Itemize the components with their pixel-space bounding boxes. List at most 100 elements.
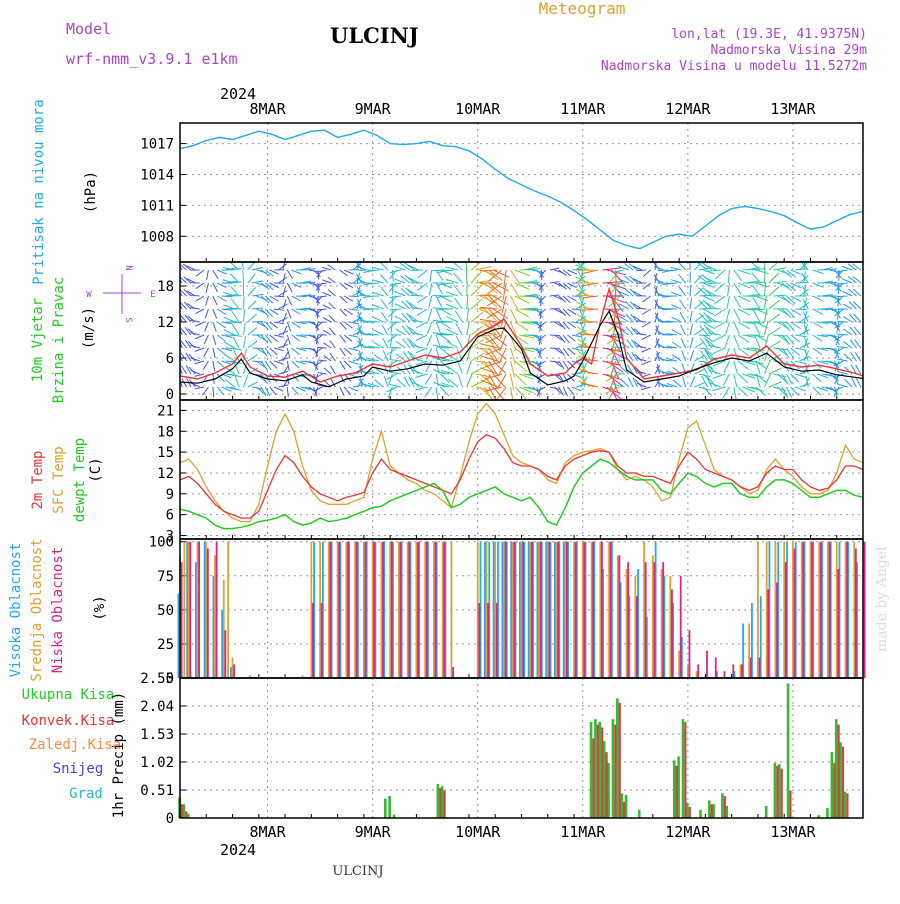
wind-arrow [694, 342, 704, 348]
y-tick-label: 6 [166, 508, 174, 524]
precip-label-4: Snijeg [53, 761, 104, 777]
low-cloud-bar [820, 542, 822, 678]
low-cloud-bar [356, 542, 358, 678]
wind-arrow [233, 337, 239, 348]
wind-arrow [708, 270, 721, 271]
wind-arrow [764, 374, 770, 387]
low-cloud-bar [645, 562, 647, 678]
wind-arrow [270, 270, 279, 274]
convective-rain-bar [597, 725, 599, 818]
wind-arrow [349, 309, 359, 310]
wind-arrow [764, 295, 766, 309]
mid-cloud-bar [521, 542, 523, 678]
wind-arrow [206, 283, 208, 293]
mid-cloud-bar [538, 542, 540, 678]
wind-arrow [261, 270, 270, 276]
wind-arrow [428, 309, 432, 321]
wind-arrow [418, 270, 428, 278]
wind-arrow [190, 295, 200, 296]
wind-arrow [195, 335, 204, 339]
wind-arrow [715, 296, 726, 304]
wind-arrow [283, 313, 287, 322]
low-cloud-bar [601, 542, 603, 678]
wind-arrow [243, 375, 247, 387]
wind-arrow [441, 322, 451, 329]
wind-arrow [455, 311, 462, 322]
y-tick-label: 75 [157, 569, 174, 585]
wind-arrow [213, 335, 216, 345]
wind-arrow [330, 366, 335, 374]
low-cloud-bar [583, 542, 585, 678]
wind-arrow [795, 335, 807, 337]
convective-rain-bar [181, 804, 183, 818]
model-elevation-text: Nadmorska Visina u modelu 11.5272m [601, 59, 867, 74]
wind-arrow [217, 270, 227, 274]
low-cloud-bar [785, 562, 787, 678]
wind-arrow [511, 283, 520, 297]
wind-arrow [427, 335, 432, 346]
wind-arrow [441, 387, 449, 396]
wind-arrow [392, 309, 393, 320]
wind-arrow [425, 374, 431, 385]
wind-arrow [287, 296, 291, 305]
wind-arrow [769, 314, 780, 322]
wind-arrow [405, 288, 414, 296]
wind-arrow [248, 314, 257, 322]
compass-s: S [123, 317, 133, 322]
mid-cloud-bar [582, 542, 584, 678]
wind-arrow [270, 283, 279, 288]
y-tick-label: 2.55 [140, 671, 174, 687]
mid-cloud-bar [389, 542, 391, 678]
wind-arrow [274, 348, 284, 351]
y-tick-label: 15 [157, 445, 174, 461]
mid-cloud-bar [696, 671, 698, 678]
wind-arrow [232, 324, 239, 335]
wind-arrow [756, 283, 769, 287]
low-cloud-bar [759, 658, 761, 678]
wind-arrow [511, 348, 516, 364]
sfc-temp-line [180, 404, 863, 522]
low-cloud-bar [321, 603, 323, 678]
wind-arrow [248, 328, 257, 335]
wind-arrow [195, 309, 204, 314]
low-cloud-bar [216, 542, 218, 678]
total-rain-bar [590, 722, 593, 818]
wind-arrow [314, 361, 322, 366]
low-cloud-bar [706, 651, 708, 678]
precip-unit: 1hr Precip (mm) [111, 692, 127, 818]
wind-arrow [612, 359, 625, 361]
low-cloud-bar [566, 542, 568, 678]
wind-arrow [243, 322, 245, 335]
y-tick-label: 2.04 [140, 699, 174, 715]
wind-arrow [773, 281, 786, 283]
y-tick-label: 25 [157, 637, 174, 653]
wind-arrow [713, 387, 726, 391]
wind-arrow [467, 360, 472, 374]
wind-arrow [323, 292, 332, 296]
low-cloud-bar [811, 542, 813, 678]
wind-arrow [349, 322, 359, 324]
wind-arrow [471, 312, 483, 322]
wind-arrow [773, 335, 786, 336]
convective-rain-bar [443, 791, 445, 818]
wind-arrow [186, 353, 191, 361]
wind-arrow [725, 335, 729, 348]
low-cloud-bar [829, 542, 831, 678]
y-tick-label: 0.51 [140, 783, 174, 799]
wind-arrow [432, 270, 444, 271]
low-cloud-bar [767, 589, 769, 678]
wind-arrow [230, 335, 242, 336]
convective-rain-bar [842, 747, 844, 818]
wind-arrow [795, 374, 806, 378]
wind-arrow [723, 387, 730, 398]
wind-arrow [694, 382, 705, 387]
wind-arrow [738, 296, 750, 302]
mid-cloud-bar [836, 542, 838, 678]
wind-arrow [577, 307, 593, 309]
day-label-top: 10MAR [455, 100, 501, 118]
wind-arrow [753, 310, 760, 322]
wind-arrow [381, 300, 388, 309]
wind-arrow [274, 361, 284, 364]
